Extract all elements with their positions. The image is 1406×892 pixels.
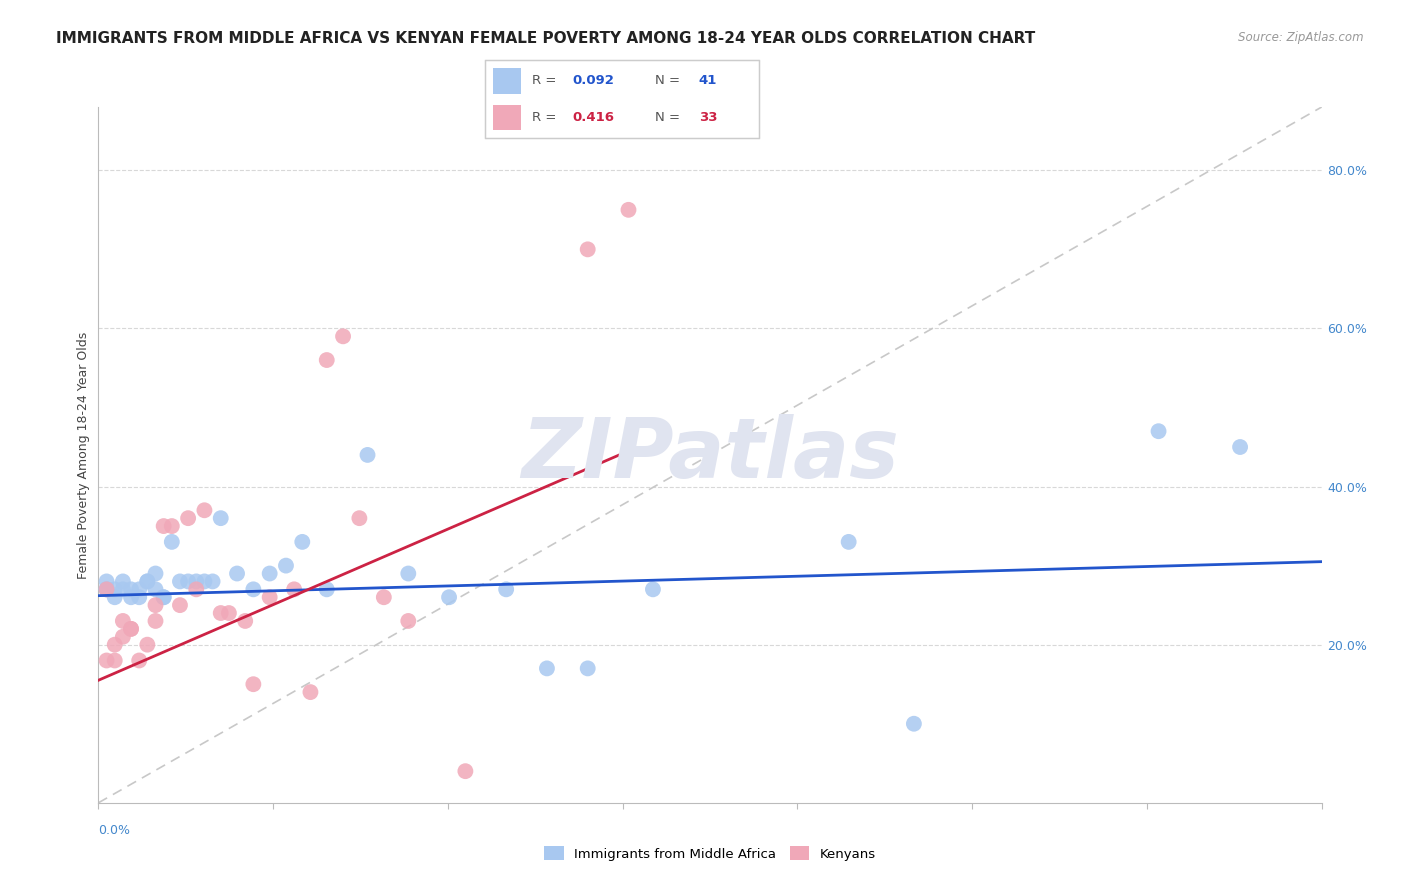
- Point: [104, 653, 127, 667]
- Point: [396, 614, 419, 628]
- Point: [136, 638, 159, 652]
- Point: [259, 591, 281, 605]
- Point: [536, 661, 558, 675]
- Point: [209, 511, 232, 525]
- Point: [111, 574, 134, 589]
- Point: [437, 591, 460, 605]
- Point: [145, 582, 167, 597]
- Point: [96, 582, 118, 597]
- Point: [177, 574, 200, 589]
- Point: [315, 353, 337, 368]
- Point: [120, 582, 142, 597]
- Text: ZIPatlas: ZIPatlas: [522, 415, 898, 495]
- Text: 33: 33: [699, 112, 717, 124]
- Point: [120, 591, 142, 605]
- Point: [128, 582, 150, 597]
- Point: [136, 574, 159, 589]
- Point: [136, 574, 159, 589]
- Point: [96, 574, 118, 589]
- Text: 0.0%: 0.0%: [98, 824, 131, 837]
- Point: [96, 653, 118, 667]
- Text: R =: R =: [531, 112, 561, 124]
- Point: [169, 574, 191, 589]
- Point: [299, 685, 322, 699]
- Point: [145, 614, 167, 628]
- Point: [160, 534, 183, 549]
- Point: [283, 582, 305, 597]
- Point: [111, 630, 134, 644]
- Point: [641, 582, 664, 597]
- Text: R =: R =: [531, 74, 561, 87]
- Point: [120, 622, 142, 636]
- Point: [152, 591, 174, 605]
- Text: Source: ZipAtlas.com: Source: ZipAtlas.com: [1239, 31, 1364, 45]
- Point: [1147, 424, 1170, 438]
- Point: [152, 519, 174, 533]
- FancyBboxPatch shape: [494, 69, 520, 94]
- Point: [291, 534, 314, 549]
- Point: [111, 614, 134, 628]
- Point: [226, 566, 249, 581]
- Point: [218, 606, 240, 620]
- Point: [104, 638, 127, 652]
- Point: [259, 566, 281, 581]
- Point: [193, 574, 215, 589]
- Point: [120, 622, 142, 636]
- Point: [274, 558, 297, 573]
- Point: [242, 582, 264, 597]
- Point: [145, 566, 167, 581]
- FancyBboxPatch shape: [494, 105, 520, 130]
- Point: [104, 582, 127, 597]
- Point: [617, 202, 640, 217]
- Point: [104, 591, 127, 605]
- Text: 0.092: 0.092: [572, 74, 614, 87]
- Point: [128, 591, 150, 605]
- Point: [356, 448, 378, 462]
- Point: [838, 534, 860, 549]
- Point: [152, 591, 174, 605]
- Point: [454, 764, 477, 779]
- Point: [96, 582, 118, 597]
- Point: [396, 566, 419, 581]
- Point: [169, 598, 191, 612]
- Point: [576, 661, 599, 675]
- Text: 41: 41: [699, 74, 717, 87]
- Point: [145, 598, 167, 612]
- Point: [332, 329, 354, 343]
- Text: N =: N =: [655, 112, 685, 124]
- Point: [349, 511, 371, 525]
- Point: [315, 582, 337, 597]
- Point: [242, 677, 264, 691]
- Point: [903, 716, 925, 731]
- Point: [177, 511, 200, 525]
- Point: [233, 614, 256, 628]
- Point: [160, 519, 183, 533]
- Point: [186, 582, 208, 597]
- Point: [111, 582, 134, 597]
- Y-axis label: Female Poverty Among 18-24 Year Olds: Female Poverty Among 18-24 Year Olds: [77, 331, 90, 579]
- Point: [96, 582, 118, 597]
- Text: IMMIGRANTS FROM MIDDLE AFRICA VS KENYAN FEMALE POVERTY AMONG 18-24 YEAR OLDS COR: IMMIGRANTS FROM MIDDLE AFRICA VS KENYAN …: [56, 31, 1035, 46]
- Point: [209, 606, 232, 620]
- Point: [576, 243, 599, 257]
- Point: [186, 574, 208, 589]
- Point: [201, 574, 224, 589]
- Point: [193, 503, 215, 517]
- Point: [1229, 440, 1251, 454]
- Text: 0.416: 0.416: [572, 112, 614, 124]
- Point: [495, 582, 517, 597]
- Legend: Immigrants from Middle Africa, Kenyans: Immigrants from Middle Africa, Kenyans: [538, 841, 882, 866]
- Point: [128, 653, 150, 667]
- Point: [373, 591, 395, 605]
- Text: N =: N =: [655, 74, 685, 87]
